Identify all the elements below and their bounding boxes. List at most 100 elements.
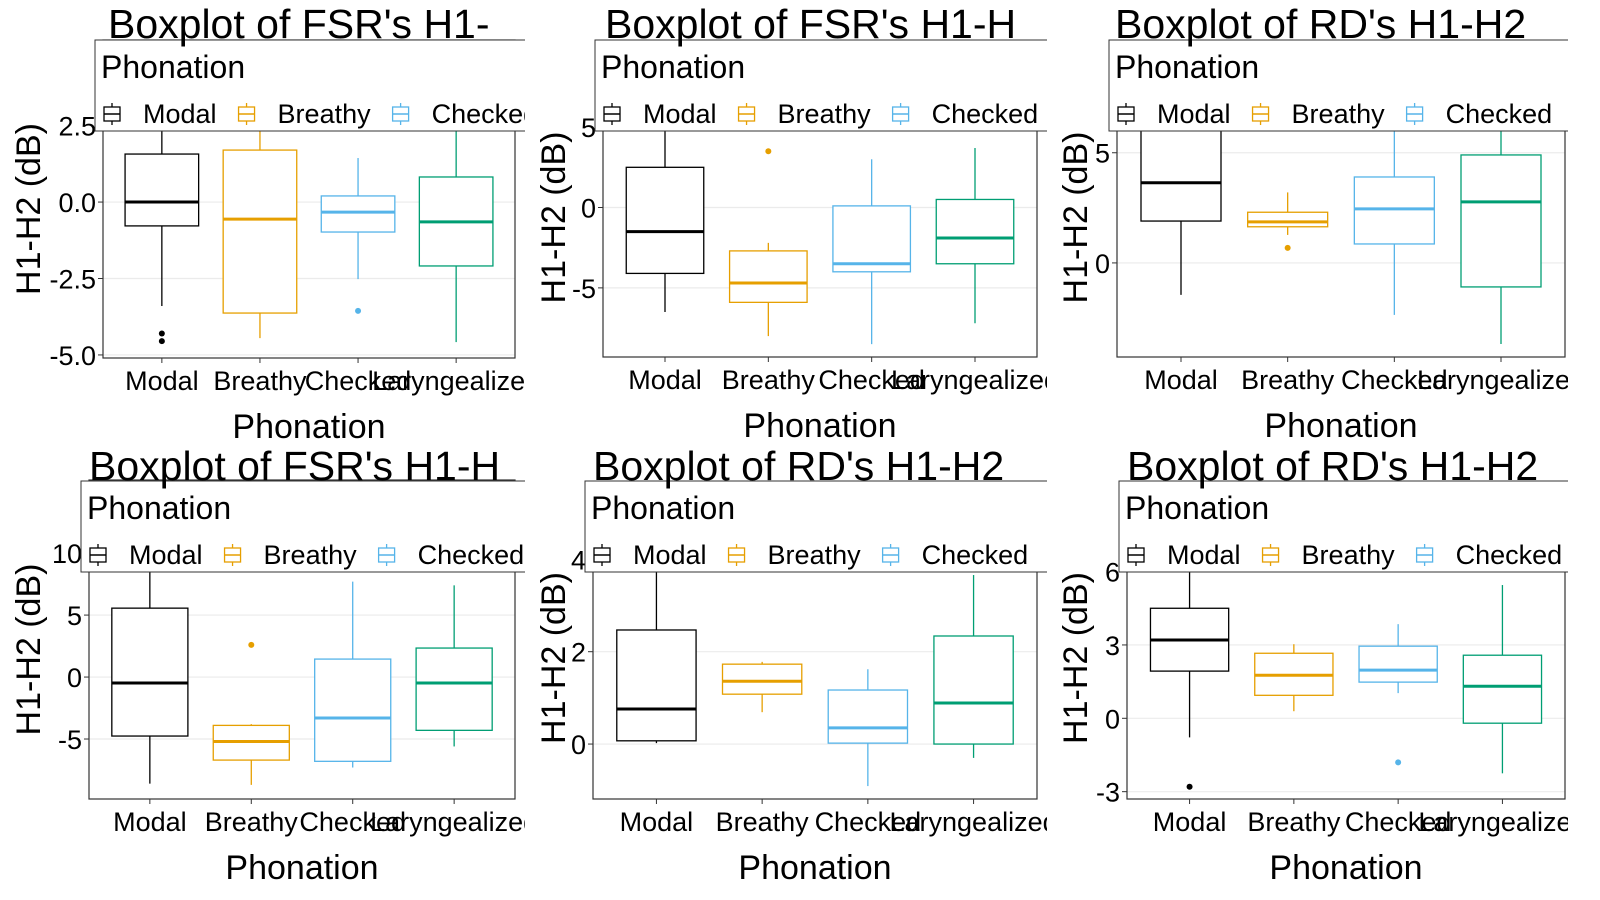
panel: Modal Breathy CheckedLaryngealized024Phona… [535,443,1066,887]
y-tick-label: -5 [58,725,82,755]
box [827,689,909,744]
y-tick-label: 0 [571,730,586,760]
x-tick-label: Modal [1153,807,1227,837]
y-tick-label: 5 [67,601,82,631]
box [933,635,1014,745]
x-tick-label: Laryngealized [370,807,538,837]
y-tick-label: 4 [571,545,586,575]
x-tick-label: Laryngealized [890,807,1058,837]
x-tick-label: Breathy [1247,807,1341,837]
legend-label: Breathy [264,540,358,570]
y-tick-label: 5 [1095,139,1110,169]
legend-label: Modal [1167,540,1241,570]
legend-label: Modal [129,540,203,570]
x-axis-title: Phonation [225,849,378,887]
box [111,607,189,737]
panel: Modal Breathy CheckedLaryngealized-3036Pho… [1057,443,1600,880]
y-axis-title: H1-H2 (dB) [1057,572,1095,744]
legend-key [1060,107,1076,121]
legend-box [1118,480,1568,573]
chart-title: Boxplot of RD's H1-H2 [593,443,1004,489]
legend-title: Phonation [601,49,745,85]
legend-title: Phonation [591,490,735,526]
box [721,663,803,695]
panel: Modal BreathyCheckedLaryngealized-5.0-2.5… [10,1,576,446]
y-tick-label: 0 [1105,704,1120,734]
y-axis-title: H1-H2 (dB) [535,572,573,744]
plot-border [88,479,516,800]
legend-key [560,107,576,121]
x-tick-label: Checked [818,365,925,395]
x-axis-title: Phonation [738,849,891,887]
x-tick-label: Modal [1144,365,1218,395]
outlier [355,307,362,314]
y-tick-label: 0 [581,194,596,224]
box [314,658,392,762]
x-tick-label: Breathy [1241,365,1335,395]
legend-label: Breathy [1302,540,1396,570]
x-tick-label: Laryngealized [891,365,1059,395]
y-tick-label: 3 [1105,631,1120,661]
x-tick-label: Checked [1341,365,1448,395]
y-tick-label: 2 [571,638,586,668]
x-axis-title: Phonation [232,408,385,446]
y-tick-label: 5 [581,113,596,143]
y-tick-label: 10 [52,539,82,569]
x-tick-label: Checked [299,807,406,837]
y-axis-title: H1-H2 (dB) [10,564,48,736]
legend-label: Breathy [1292,99,1386,129]
box [935,198,1015,265]
legend-label: Breathy [278,99,372,129]
legend-label: Modal [1157,99,1231,129]
legend-key [1584,548,1600,562]
box [1358,645,1438,683]
legend-key [1050,548,1066,562]
box [1460,154,1542,288]
outlier [1186,783,1193,790]
y-axis-title: H1-H2 (dB) [10,123,48,295]
legend-title: Phonation [87,490,231,526]
legend-label: Breathy [778,99,872,129]
legend-label: Checked [418,540,525,570]
legend-box [80,480,525,573]
legend-label: Modal [633,540,707,570]
legend-key [546,548,562,562]
legend-label: Checked [922,540,1029,570]
legend-label: Checked [932,99,1039,129]
panel: Modal Breathy CheckedLaryngealized-50510Ph… [10,443,562,887]
x-tick-label: Breathy [213,366,307,396]
legend-label: Modal [143,99,217,129]
x-tick-label: Modal [125,366,199,396]
legend-box [1108,39,1568,132]
x-tick-label: Modal [620,807,694,837]
legend-title: Phonation [101,49,245,85]
box [320,195,396,233]
legend-box [584,480,1047,573]
chart-title: Boxplot of RD's H1-H2 [1115,1,1526,47]
legend-key [1574,107,1590,121]
y-axis-title: H1-H2 (dB) [1057,132,1095,304]
y-tick-label: -5.0 [49,341,96,371]
x-tick-label: Breathy [205,807,299,837]
legend-label: Checked [1456,540,1563,570]
chart-title: Boxplot of RD's H1-H2 [1127,443,1538,489]
legend-label: Checked [432,99,539,129]
box [124,153,200,227]
x-tick-label: Modal [628,365,702,395]
outlier [158,330,165,337]
y-tick-label: -3 [1096,778,1120,808]
box [222,149,298,314]
legend-box [94,39,525,132]
outlier [1284,244,1291,251]
panel: Modal Breathy CheckedLaryngealized05Phonat… [1057,1,1590,445]
x-tick-label: Laryngealized [1417,365,1585,395]
x-axis-title: Phonation [743,407,896,445]
x-tick-label: Laryngealized [372,366,540,396]
y-tick-label: 0 [1095,249,1110,279]
y-tick-label: 0.0 [58,188,96,218]
legend-title: Phonation [1125,490,1269,526]
x-axis-title: Phonation [1264,407,1417,445]
legend-title: Phonation [1115,49,1259,85]
box [415,647,493,731]
x-tick-label: Laryngealized [1418,807,1586,837]
